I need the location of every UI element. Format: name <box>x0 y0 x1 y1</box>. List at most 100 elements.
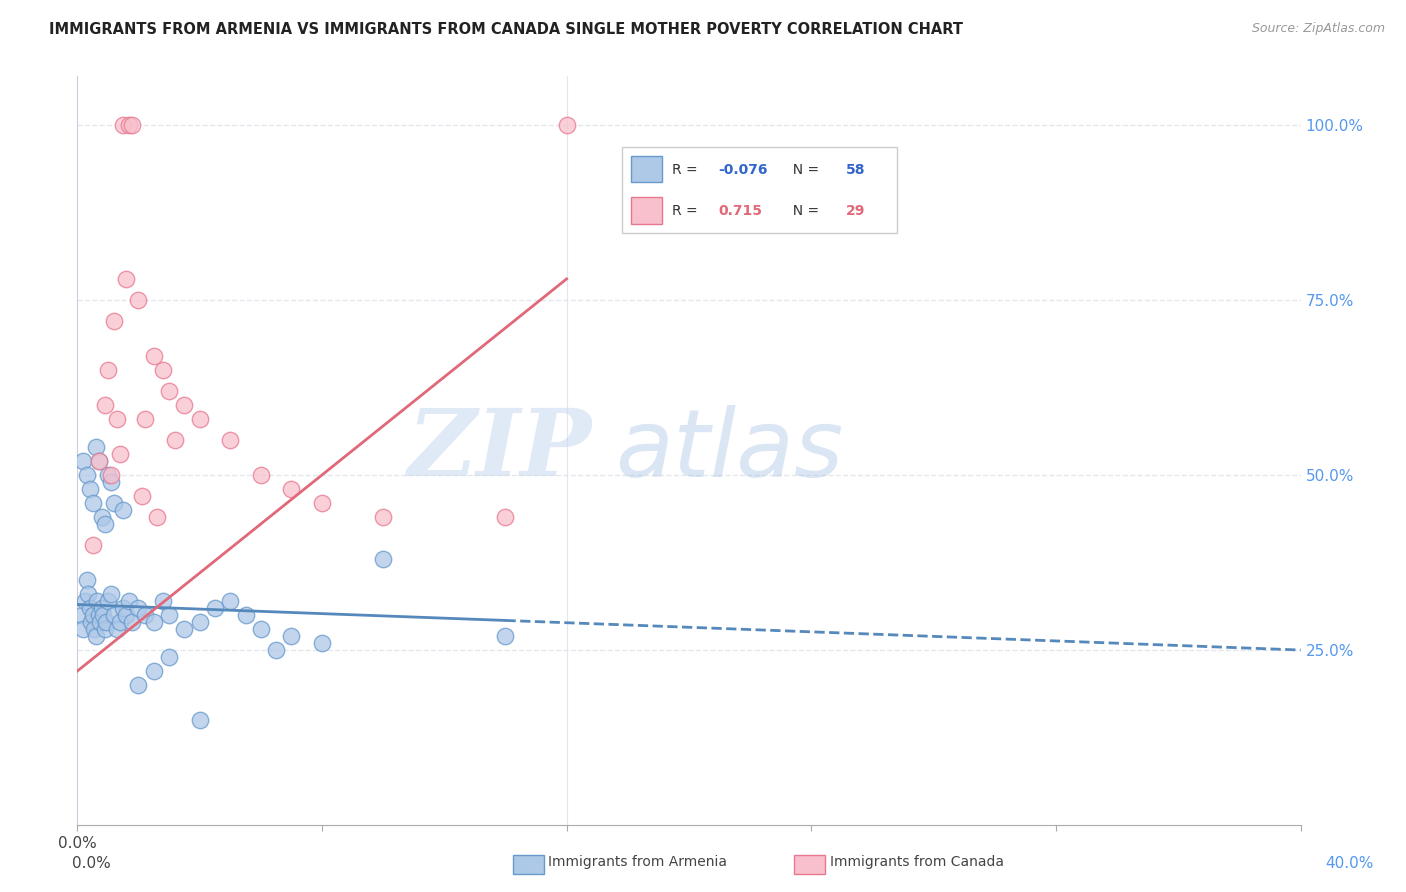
Point <box>112 118 135 132</box>
Point <box>173 622 195 636</box>
Point <box>105 622 128 636</box>
Point <box>112 503 135 517</box>
Point <box>157 384 180 398</box>
Point <box>146 510 169 524</box>
Point <box>371 510 394 524</box>
Point <box>70 607 93 622</box>
Point <box>371 552 394 566</box>
Point <box>235 607 257 622</box>
Point <box>100 475 122 489</box>
Text: Source: ZipAtlas.com: Source: ZipAtlas.com <box>1251 22 1385 36</box>
Point <box>219 594 242 608</box>
Point <box>134 607 156 622</box>
Point <box>86 594 108 608</box>
Point <box>91 607 114 622</box>
FancyBboxPatch shape <box>631 197 662 224</box>
Point <box>555 118 578 132</box>
Point <box>79 482 101 496</box>
Point <box>97 363 120 377</box>
Text: R =: R = <box>672 204 702 218</box>
Point <box>142 349 165 363</box>
Point <box>103 607 125 622</box>
Point <box>219 433 242 447</box>
Point <box>188 412 211 426</box>
FancyBboxPatch shape <box>621 147 897 233</box>
Point <box>72 622 94 636</box>
Point <box>250 467 273 482</box>
Text: 0.715: 0.715 <box>718 204 762 218</box>
Text: Immigrants from Armenia: Immigrants from Armenia <box>548 855 727 869</box>
Point <box>495 629 517 643</box>
Text: 29: 29 <box>845 204 865 218</box>
Point <box>142 615 165 629</box>
Point <box>79 601 101 615</box>
Point <box>108 615 131 629</box>
Point <box>84 629 107 643</box>
Point <box>105 412 128 426</box>
Point <box>165 433 187 447</box>
Text: -0.076: -0.076 <box>718 162 768 177</box>
Point <box>280 482 302 496</box>
Text: Immigrants from Canada: Immigrants from Canada <box>830 855 1004 869</box>
Point <box>90 601 112 615</box>
Point <box>72 454 94 468</box>
Point <box>100 467 122 482</box>
Point <box>82 538 104 552</box>
Point <box>188 615 211 629</box>
Point <box>94 516 117 531</box>
Text: N =: N = <box>785 162 824 177</box>
Point <box>108 447 131 461</box>
Text: atlas: atlas <box>616 405 844 496</box>
Point <box>84 440 107 454</box>
Point <box>127 678 149 692</box>
Text: N =: N = <box>785 204 824 218</box>
Point <box>100 587 122 601</box>
Point <box>121 615 143 629</box>
Point <box>264 643 287 657</box>
Point <box>94 398 117 412</box>
Point <box>76 467 98 482</box>
Point <box>311 496 333 510</box>
Point <box>157 607 180 622</box>
Point <box>127 293 149 307</box>
Point <box>77 587 100 601</box>
Point <box>250 622 273 636</box>
Point <box>204 601 226 615</box>
Point <box>115 607 138 622</box>
Point <box>118 118 141 132</box>
Point <box>134 412 156 426</box>
Point <box>89 615 111 629</box>
Point <box>83 622 105 636</box>
Text: ZIP: ZIP <box>406 406 591 495</box>
Point <box>76 573 98 587</box>
Point <box>495 510 517 524</box>
Point <box>311 636 333 650</box>
Point <box>280 629 302 643</box>
Point <box>188 713 211 727</box>
Point <box>96 615 118 629</box>
Point <box>82 607 104 622</box>
Text: 58: 58 <box>845 162 865 177</box>
Point <box>73 594 96 608</box>
Point <box>90 510 112 524</box>
Point <box>115 272 138 286</box>
Text: R =: R = <box>672 162 702 177</box>
Point <box>112 601 135 615</box>
Point <box>121 118 143 132</box>
Point <box>97 467 120 482</box>
Point <box>142 664 165 678</box>
Point <box>173 398 195 412</box>
Point <box>103 496 125 510</box>
Point <box>131 489 153 503</box>
Point <box>87 607 110 622</box>
Point <box>87 454 110 468</box>
Point <box>152 594 174 608</box>
Point <box>157 650 180 665</box>
Point <box>103 314 125 328</box>
Point <box>87 454 110 468</box>
Text: 40.0%: 40.0% <box>1326 856 1374 871</box>
Point <box>127 601 149 615</box>
Text: 0.0%: 0.0% <box>72 856 111 871</box>
FancyBboxPatch shape <box>631 156 662 182</box>
Point <box>94 622 117 636</box>
